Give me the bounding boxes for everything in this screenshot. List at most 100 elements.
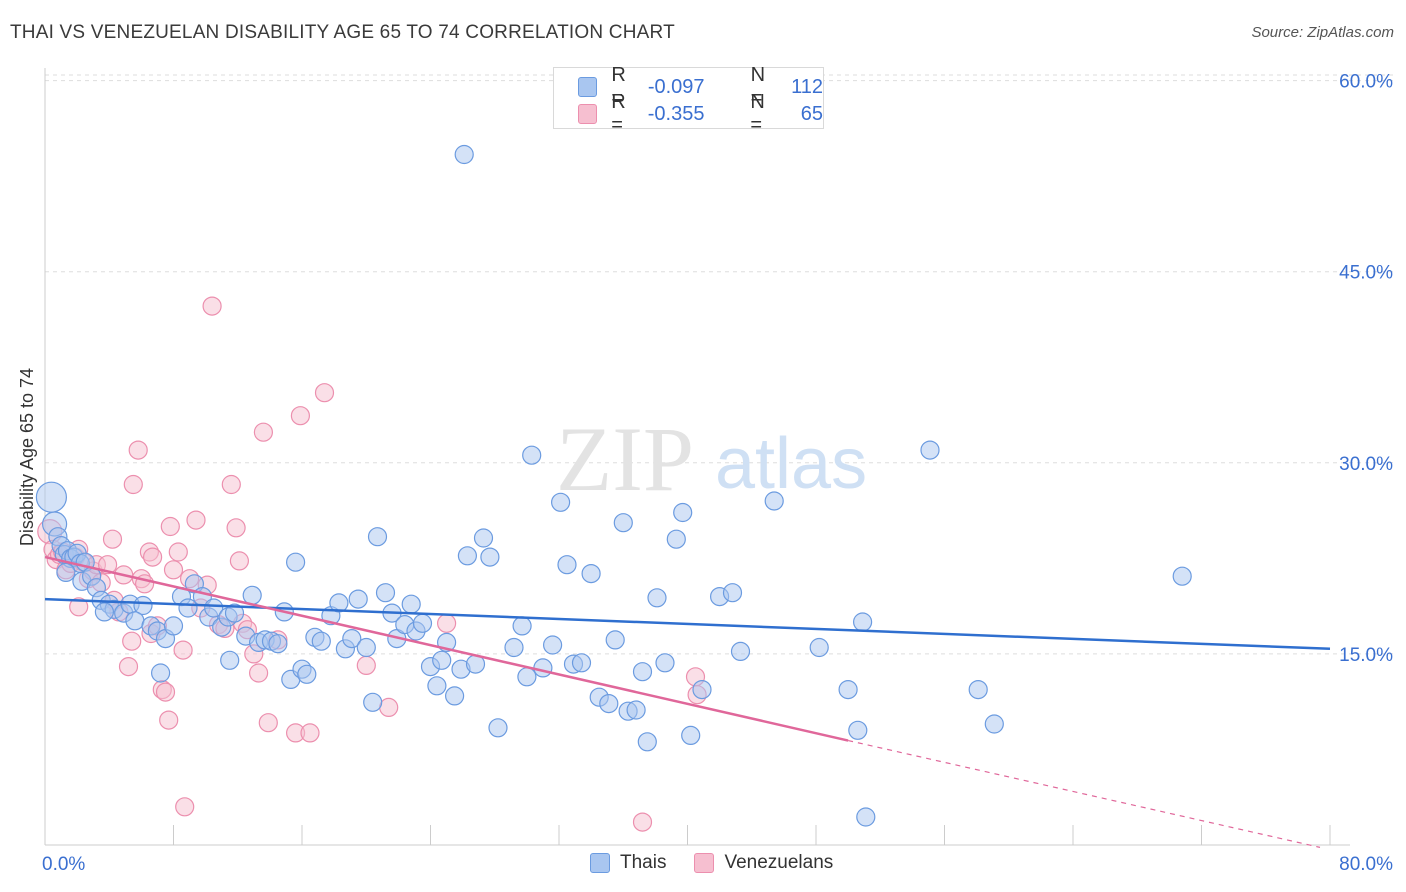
tick-labels: 15.0% 30.0% 45.0% 60.0% 0.0% 80.0% Disability … bbox=[17, 72, 1393, 875]
venezuelans-point bbox=[221, 474, 241, 495]
thais-point bbox=[342, 628, 362, 649]
thais-point bbox=[454, 144, 474, 165]
thais-point bbox=[151, 663, 171, 683]
venezuelans-point bbox=[122, 631, 142, 651]
legend-item-thais: Thais bbox=[590, 852, 666, 874]
thais-legend-label: Thais bbox=[620, 852, 667, 873]
thais-point bbox=[504, 637, 524, 658]
thais-point bbox=[852, 612, 873, 632]
thais-point bbox=[637, 732, 657, 752]
n-label: N = bbox=[750, 91, 765, 136]
thais-point bbox=[856, 807, 876, 827]
thais-point bbox=[375, 583, 396, 603]
x-tick-label: 0.0% bbox=[42, 854, 85, 875]
r-label: R = bbox=[611, 91, 626, 136]
thais-point bbox=[681, 725, 701, 746]
thais-point bbox=[348, 589, 368, 609]
thais-point bbox=[220, 650, 240, 670]
venezuelans-point bbox=[128, 440, 148, 460]
venezuelans-point bbox=[437, 613, 457, 633]
r-label: R = bbox=[611, 64, 626, 109]
thais-point bbox=[512, 616, 532, 636]
thais-point bbox=[605, 630, 625, 650]
thais-point bbox=[722, 583, 743, 603]
venezuelans-point bbox=[143, 547, 163, 567]
thais-point bbox=[412, 613, 433, 633]
venezuelans-point bbox=[379, 697, 399, 718]
thais-point bbox=[488, 718, 508, 738]
thais-point bbox=[764, 491, 784, 511]
thais-point bbox=[473, 528, 494, 548]
venezuelans-point bbox=[123, 474, 143, 495]
thais-point bbox=[632, 662, 653, 682]
thais-point bbox=[984, 714, 1004, 734]
thais-point bbox=[920, 440, 940, 460]
thais-point bbox=[533, 658, 553, 678]
thais-point bbox=[1172, 566, 1192, 586]
n-label: N = bbox=[750, 64, 766, 109]
watermark-zip: ZIP bbox=[556, 408, 694, 510]
watermark-atlas: atlas bbox=[715, 424, 867, 504]
thais-point bbox=[673, 502, 693, 523]
venezuelans-legend-label: Venezuelans bbox=[724, 852, 834, 873]
venezuelans-point bbox=[300, 723, 320, 743]
watermark: ZIP atlas bbox=[556, 408, 867, 510]
thais-point bbox=[268, 634, 288, 654]
thais-point bbox=[35, 481, 68, 513]
y-tick-label: 45.0% bbox=[1339, 263, 1393, 284]
thais-legend-swatch bbox=[590, 853, 610, 873]
thais-point bbox=[550, 492, 571, 512]
thais-point bbox=[286, 552, 306, 572]
thais-point bbox=[517, 667, 537, 687]
venezuelans-point bbox=[163, 560, 184, 580]
y-axis-label: Disability Age 65 to 74 bbox=[17, 368, 37, 546]
thais-point bbox=[224, 603, 245, 623]
thais-point bbox=[133, 595, 153, 616]
r-value-venezuelans: -0.355 bbox=[647, 102, 705, 125]
venezuelans-point bbox=[314, 383, 335, 403]
venezuelans-point bbox=[226, 518, 246, 538]
thais-point bbox=[838, 679, 858, 700]
grid-lines bbox=[45, 74, 1395, 655]
venezuelans-point bbox=[258, 713, 278, 733]
thais-point bbox=[432, 650, 452, 670]
correlation-legend: R = -0.097 N = 112 R = -0.355 N = 65 bbox=[553, 64, 824, 136]
thais-point bbox=[242, 585, 262, 605]
source-credit: Source: ZipAtlas.com bbox=[1251, 24, 1394, 41]
legend-item-venezuelans: Venezuelans bbox=[694, 852, 833, 874]
venezuelans-point bbox=[186, 510, 206, 530]
thais-points bbox=[35, 144, 1192, 827]
legend-row-thais: R = -0.097 N = 112 bbox=[578, 64, 823, 109]
thais-point bbox=[363, 692, 383, 712]
thais-point bbox=[163, 616, 184, 636]
venezuelans-point bbox=[173, 640, 193, 660]
thais-point bbox=[599, 693, 619, 714]
thais-point bbox=[968, 679, 988, 700]
series-legend: Thais Venezuelans bbox=[590, 852, 861, 874]
thais-point bbox=[204, 598, 224, 618]
thais-point bbox=[692, 679, 712, 700]
thais-point bbox=[809, 637, 829, 658]
thais-point bbox=[647, 588, 667, 608]
n-value-thais: 112 bbox=[791, 75, 823, 98]
venezuelans-point bbox=[69, 597, 89, 617]
thais-point bbox=[848, 720, 868, 740]
thais-point bbox=[56, 562, 76, 583]
venezuelans-point bbox=[356, 655, 376, 676]
venezuelans-trend-line bbox=[44, 555, 849, 742]
venezuelans-point bbox=[118, 656, 139, 677]
axes bbox=[44, 68, 1350, 846]
r-value-thais: -0.097 bbox=[647, 75, 705, 98]
thais-point bbox=[297, 664, 317, 684]
thais-point bbox=[581, 563, 601, 584]
thais-point bbox=[626, 700, 646, 720]
venezuelans-point bbox=[632, 812, 653, 832]
thais-point bbox=[94, 602, 115, 622]
thais-point bbox=[542, 635, 563, 655]
chart-title: THAI VS VENEZUELAN DISABILITY AGE 65 TO … bbox=[10, 22, 675, 43]
thais-point bbox=[367, 527, 388, 547]
venezuelans-legend-swatch bbox=[694, 853, 715, 873]
thais-swatch bbox=[578, 77, 598, 97]
thais-point bbox=[445, 686, 465, 706]
